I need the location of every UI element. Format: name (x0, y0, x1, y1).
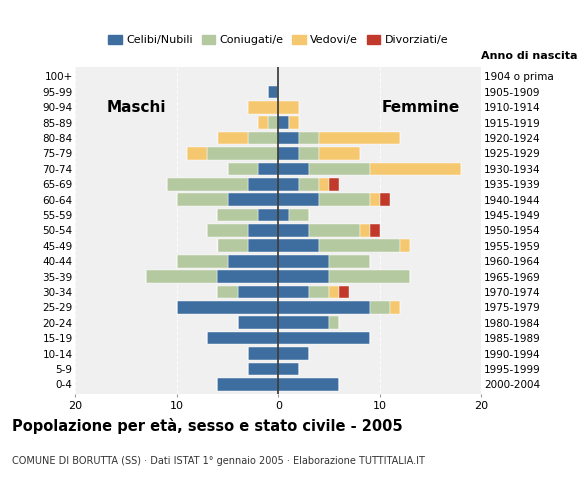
Bar (238, 286, 278, 298)
Bar (218, 240, 248, 252)
Bar (278, 286, 309, 298)
Bar (258, 209, 278, 221)
Bar (227, 163, 258, 175)
Text: Maschi: Maschi (107, 100, 166, 115)
Bar (299, 178, 319, 191)
Bar (238, 316, 278, 329)
Bar (218, 286, 238, 298)
Bar (370, 224, 380, 237)
Bar (329, 286, 339, 298)
Bar (309, 286, 329, 298)
Bar (370, 301, 390, 314)
Bar (309, 163, 370, 175)
Bar (218, 270, 278, 283)
Bar (278, 270, 329, 283)
Bar (278, 209, 288, 221)
Bar (278, 116, 288, 129)
Bar (268, 85, 278, 98)
Bar (329, 316, 339, 329)
Bar (177, 193, 227, 206)
Bar (278, 332, 370, 345)
Text: Popolazione per età, sesso e stato civile - 2005: Popolazione per età, sesso e stato civil… (12, 418, 402, 433)
Bar (339, 286, 349, 298)
Bar (248, 224, 278, 237)
Bar (299, 147, 319, 160)
Bar (278, 224, 309, 237)
Bar (360, 224, 369, 237)
Bar (278, 147, 299, 160)
Bar (278, 132, 299, 144)
Bar (319, 240, 400, 252)
Bar (207, 332, 278, 345)
Bar (278, 255, 329, 267)
Bar (319, 147, 360, 160)
Bar (400, 240, 410, 252)
Bar (319, 132, 400, 144)
Bar (319, 178, 329, 191)
Bar (278, 301, 370, 314)
Bar (319, 193, 370, 206)
Bar (248, 363, 278, 375)
Bar (248, 347, 278, 360)
Bar (146, 270, 218, 283)
Bar (370, 163, 461, 175)
Bar (187, 147, 207, 160)
Bar (258, 116, 268, 129)
Bar (248, 101, 278, 114)
Bar (248, 132, 278, 144)
Bar (268, 116, 278, 129)
Bar (329, 255, 370, 267)
Bar (278, 178, 299, 191)
Bar (208, 224, 248, 237)
Bar (370, 193, 380, 206)
Text: Femmine: Femmine (382, 100, 459, 115)
Bar (227, 255, 278, 267)
Bar (278, 363, 299, 375)
Bar (258, 163, 278, 175)
Bar (329, 178, 339, 191)
Bar (248, 240, 278, 252)
Bar (278, 378, 339, 391)
Bar (207, 147, 278, 160)
Bar (278, 163, 309, 175)
Bar (218, 132, 248, 144)
Bar (278, 193, 319, 206)
Bar (278, 240, 319, 252)
Bar (177, 301, 278, 314)
Bar (177, 255, 227, 267)
Bar (380, 193, 390, 206)
Bar (227, 193, 278, 206)
Text: Anno di nascita: Anno di nascita (481, 51, 578, 60)
Bar (329, 270, 410, 283)
Legend: Celibi/Nubili, Coniugati/e, Vedovi/e, Divorziati/e: Celibi/Nubili, Coniugati/e, Vedovi/e, Di… (104, 30, 453, 49)
Bar (218, 378, 278, 391)
Bar (248, 178, 278, 191)
Bar (390, 301, 400, 314)
Bar (278, 316, 329, 329)
Bar (288, 209, 309, 221)
Text: COMUNE DI BORUTTA (SS) · Dati ISTAT 1° gennaio 2005 · Elaborazione TUTTITALIA.IT: COMUNE DI BORUTTA (SS) · Dati ISTAT 1° g… (12, 456, 425, 466)
Bar (278, 101, 299, 114)
Bar (167, 178, 248, 191)
Bar (218, 209, 258, 221)
Bar (278, 347, 309, 360)
Bar (288, 116, 299, 129)
Bar (309, 224, 360, 237)
Bar (299, 132, 319, 144)
